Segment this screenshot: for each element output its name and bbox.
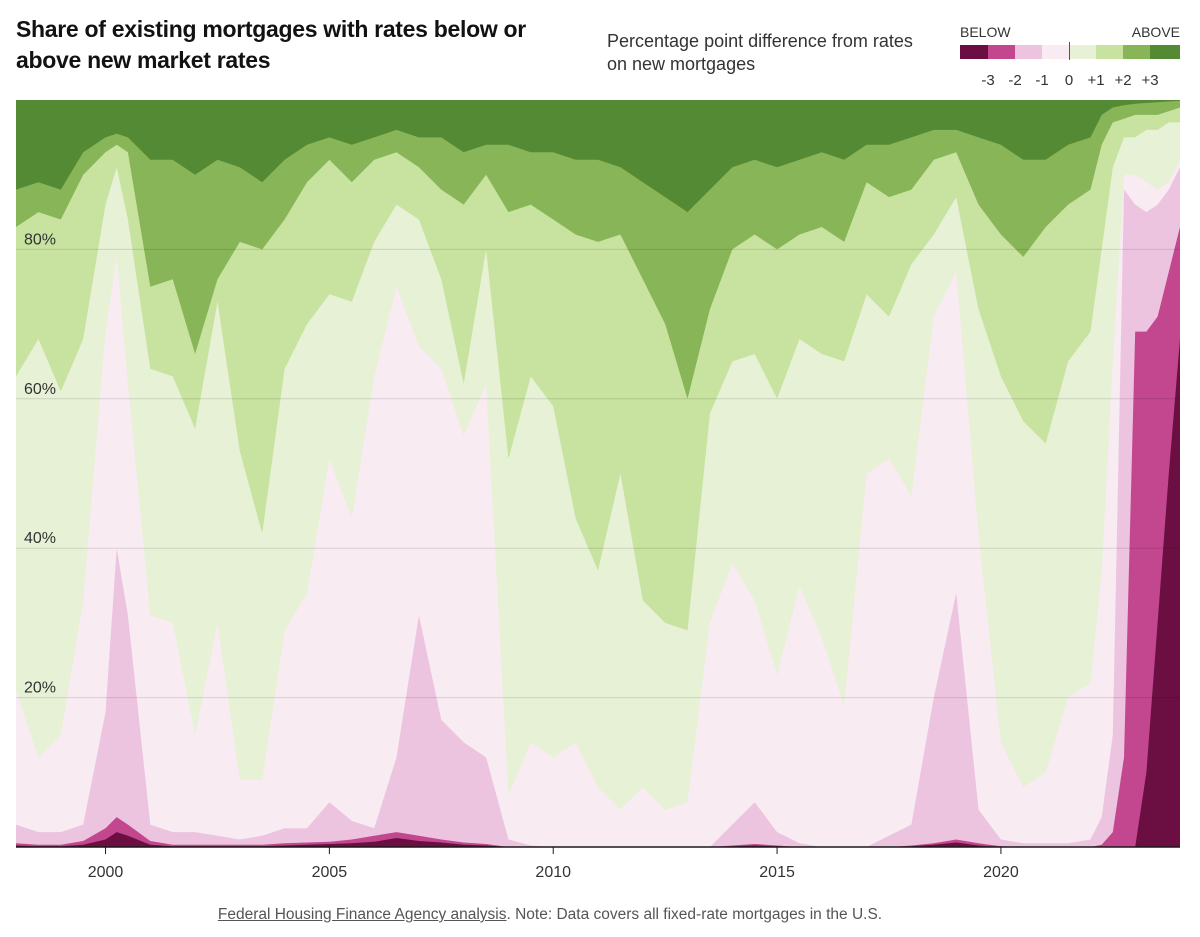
legend-color-bar	[960, 45, 1180, 59]
y-tick-label: 20%	[24, 680, 56, 697]
legend-tick-plus-3: +3	[1141, 72, 1159, 89]
legend-swatch-2	[1015, 45, 1042, 59]
legend-swatch-0	[960, 45, 988, 59]
legend-above-label: ABOVE	[1131, 24, 1180, 40]
legend-swatch-6	[1123, 45, 1150, 59]
area-layers	[16, 100, 1180, 848]
source-note-text: . Note: Data covers all fixed-rate mortg…	[506, 906, 883, 923]
x-axis-ticks: 2000 2005 2010 2015 2020	[88, 847, 1019, 881]
legend-tick-minus-2: -2	[1008, 72, 1022, 89]
chart-subtitle: Percentage point difference from rates o…	[607, 31, 913, 74]
legend-tick-zero: 0	[1064, 72, 1074, 89]
legend-swatch-1	[988, 45, 1015, 59]
legend-swatch-7	[1150, 45, 1180, 59]
legend-below-label: BELOW	[960, 24, 1011, 40]
chart-title: Share of existing mortgages with rates b…	[16, 16, 526, 73]
x-tick-label: 2015	[759, 864, 795, 881]
legend-tick-plus-1: +1	[1087, 72, 1105, 89]
legend-swatch-5	[1096, 45, 1123, 59]
source-link[interactable]: Federal Housing Finance Agency analysis	[217, 906, 507, 923]
y-axis-ticks: 20% 40% 60% 80%	[24, 231, 56, 696]
legend-tick-plus-2: +2	[1114, 72, 1132, 89]
color-legend: BELOW ABOVE -3 -2 -1 0 +1 +2 +3	[960, 24, 1180, 90]
gridlines	[16, 248, 1180, 699]
stacked-area-chart: 20% 40% 60% 80% 2000 2005 2010 2015 2020	[16, 100, 1180, 881]
x-tick-label: 2000	[88, 864, 124, 881]
y-tick-label: 80%	[24, 231, 56, 248]
x-tick-label: 2010	[535, 864, 571, 881]
x-tick-label: 2020	[983, 864, 1019, 881]
legend-zero-marker	[1069, 42, 1070, 60]
legend-swatch-3	[1042, 45, 1069, 59]
source-note: Federal Housing Finance Agency analysis.…	[0, 906, 1100, 924]
area-layer-2	[16, 167, 1180, 847]
legend-swatch-4	[1069, 45, 1096, 59]
legend-tick-minus-3: -3	[981, 72, 995, 89]
legend-tick-minus-1: -1	[1035, 72, 1049, 89]
y-tick-label: 60%	[24, 381, 56, 398]
x-tick-label: 2005	[312, 864, 348, 881]
area-layer-3	[16, 159, 1180, 848]
y-tick-label: 40%	[24, 530, 56, 547]
